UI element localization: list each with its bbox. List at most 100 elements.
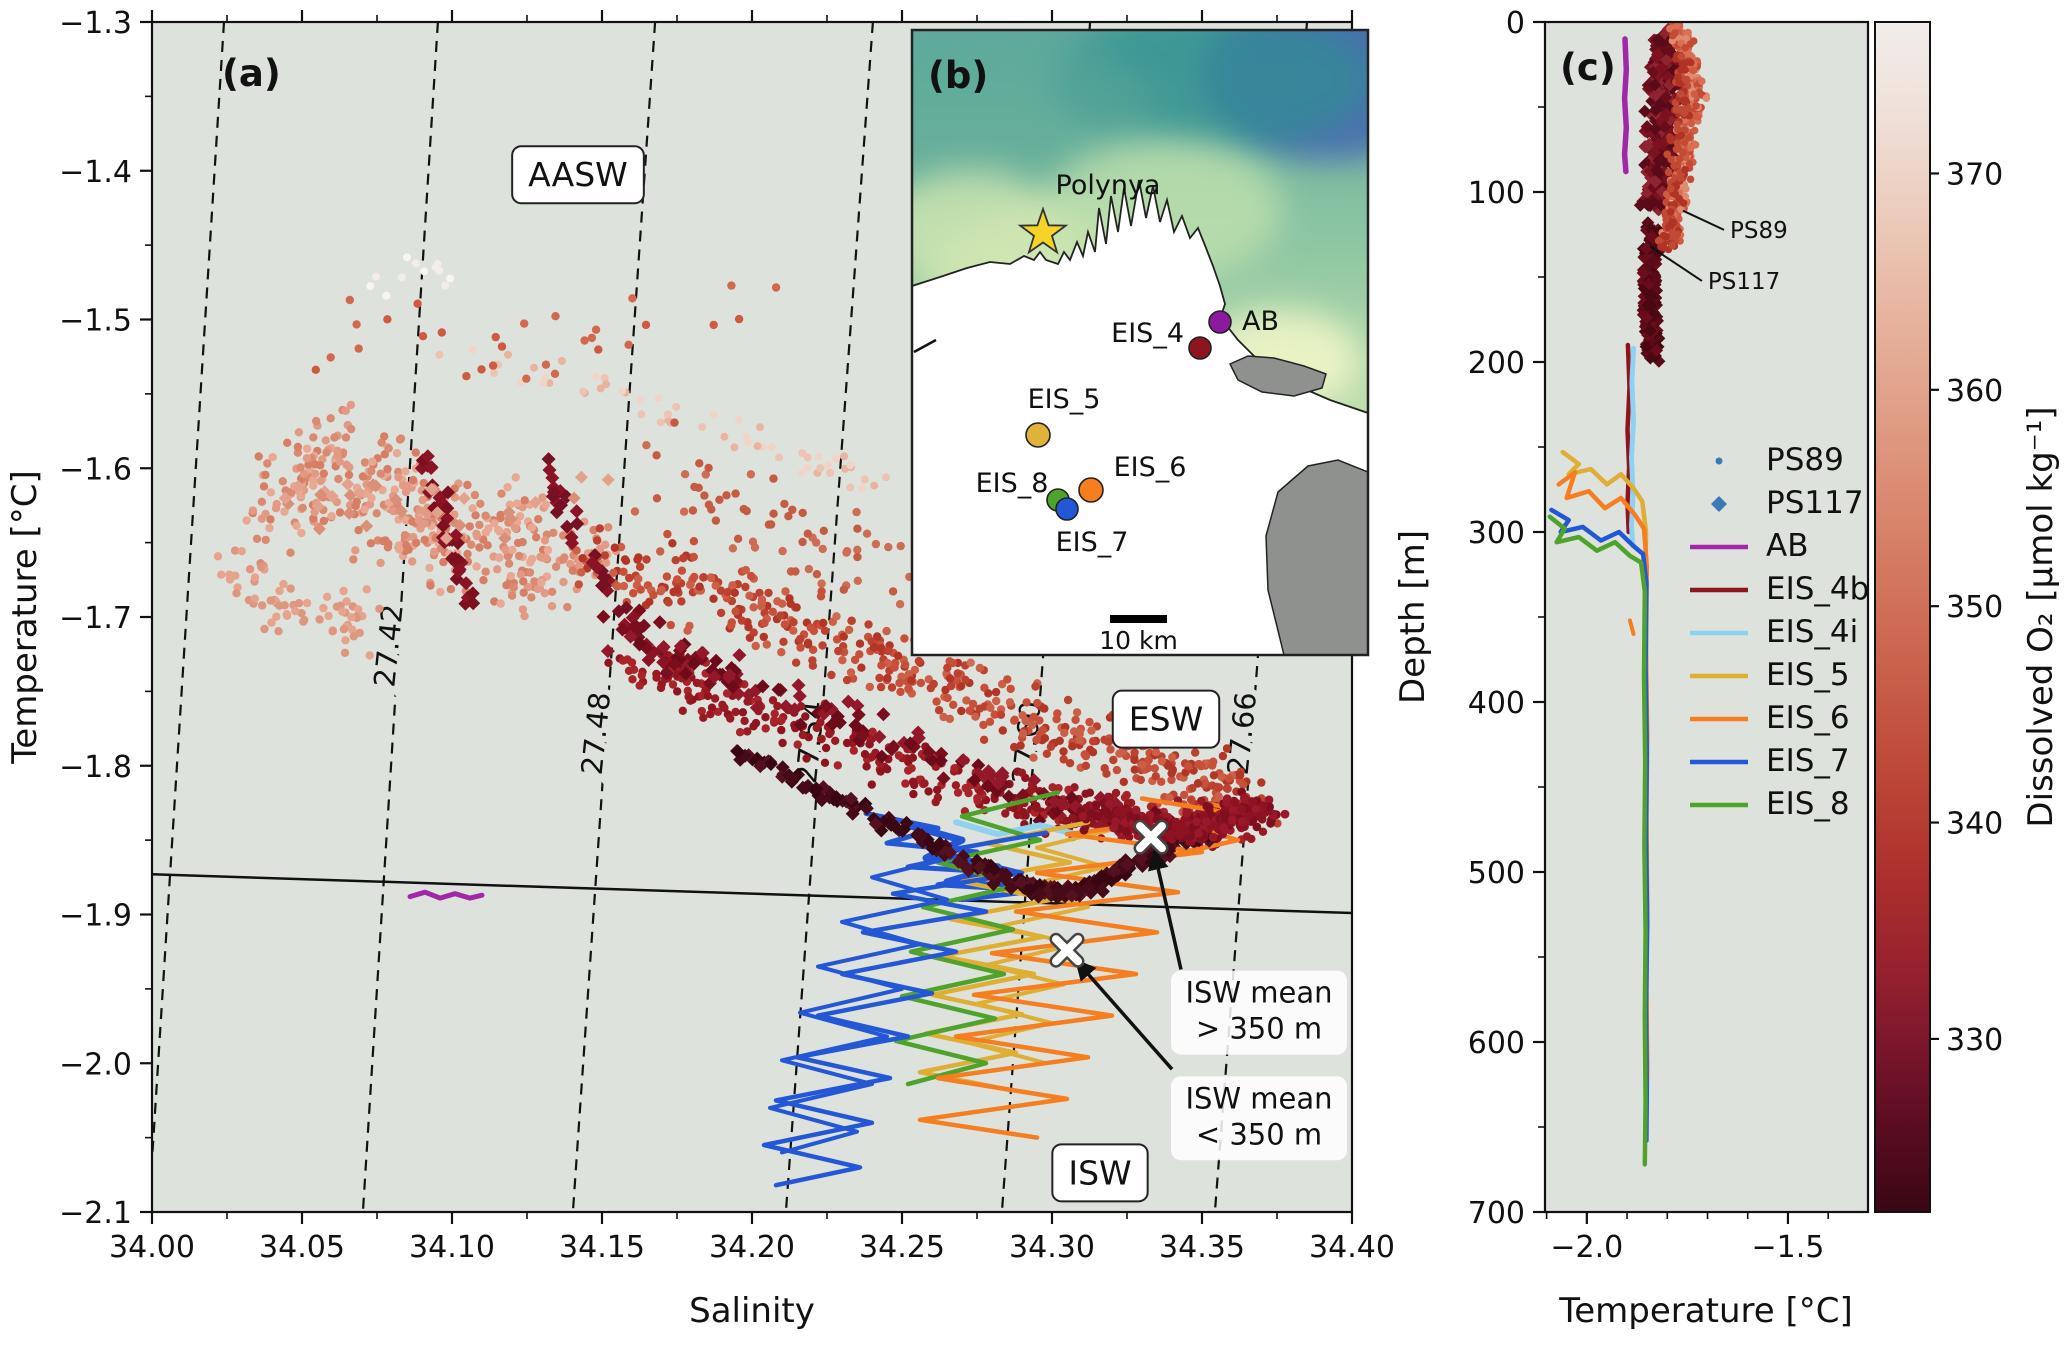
- data-point-dot: [1222, 744, 1232, 753]
- map-station-label-eis_5: EIS_5: [1028, 384, 1101, 415]
- data-point-dot: [346, 424, 356, 434]
- map-scalebar-label: 10 km: [1099, 626, 1178, 655]
- data-point-dot: [656, 418, 665, 427]
- data-point-dot: [435, 350, 444, 359]
- data-point-diamond: [1659, 107, 1673, 121]
- data-point-dot: [1167, 769, 1176, 778]
- data-point-dot: [755, 588, 764, 598]
- data-point-dot: [367, 467, 376, 476]
- data-point-diamond: [431, 506, 444, 520]
- data-point-dot: [831, 736, 840, 745]
- data-point-dot: [802, 754, 811, 763]
- colorbar-border: [1874, 21, 1931, 1213]
- data-point-dot: [401, 487, 411, 497]
- data-point-dot: [418, 332, 428, 341]
- data-point-dot: [791, 658, 801, 667]
- data-point-dot: [867, 780, 876, 789]
- data-point-dot: [855, 639, 865, 648]
- data-point-dot: [694, 483, 703, 492]
- data-point-dot: [1031, 682, 1040, 691]
- data-point-diamond: [795, 780, 810, 795]
- data-point-dot: [1201, 817, 1211, 826]
- data-point-dot: [559, 577, 568, 587]
- data-point-dot: [1689, 66, 1698, 75]
- data-point-dot: [1686, 175, 1695, 184]
- data-point-dot: [716, 586, 726, 595]
- data-point-dot: [823, 460, 832, 469]
- data-point-dot: [481, 511, 490, 520]
- data-point-dot: [501, 545, 510, 554]
- data-point-dot: [975, 663, 985, 673]
- data-point-dot: [1208, 832, 1218, 842]
- data-point-dot: [541, 500, 550, 509]
- data-point-dot: [408, 475, 418, 485]
- data-point-diamond: [394, 504, 408, 518]
- data-point-dot: [943, 693, 952, 703]
- y-tick-label: −2.0: [59, 1047, 132, 1082]
- scatter-ps117-pale: [278, 470, 615, 545]
- data-point-dot: [1088, 748, 1098, 757]
- data-point-dot: [366, 539, 376, 548]
- data-point-dot: [1690, 90, 1699, 98]
- data-point-dot: [953, 788, 963, 797]
- data-point-dot: [342, 460, 351, 469]
- annotation-box: [1171, 1076, 1347, 1161]
- data-point-dot: [1028, 720, 1037, 730]
- data-point-dot: [1079, 825, 1089, 835]
- y-tick-label: −1.6: [59, 452, 132, 487]
- data-point-dot: [1209, 771, 1219, 780]
- data-point-dot: [302, 598, 312, 608]
- annotation-line: ISW mean: [1185, 976, 1332, 1010]
- data-point-dot: [351, 546, 360, 555]
- data-point-diamond: [1050, 884, 1065, 899]
- data-point-dot: [821, 743, 831, 753]
- data-point-diamond: [868, 816, 883, 831]
- data-point-dot: [672, 402, 681, 411]
- y-tick-label: −1.7: [59, 601, 132, 636]
- data-point-diamond: [343, 488, 357, 502]
- data-point-dot: [547, 587, 557, 596]
- data-point-dot: [818, 544, 827, 554]
- data-point-dot: [735, 728, 745, 737]
- data-point-dot: [610, 543, 619, 552]
- data-point-dot: [979, 720, 988, 730]
- data-point-dot: [777, 716, 786, 725]
- data-point-dot: [390, 485, 399, 494]
- data-point-dot: [1692, 102, 1700, 110]
- data-point-dot: [1081, 789, 1090, 798]
- data-point-dot: [496, 599, 505, 608]
- data-point-dot: [1059, 747, 1068, 756]
- data-point-diamond: [903, 736, 918, 751]
- data-point-dot: [319, 516, 329, 526]
- data-point-diamond: [1638, 124, 1652, 138]
- data-point-dot: [1081, 761, 1091, 770]
- data-point-dot: [413, 299, 422, 308]
- data-point-diamond: [872, 729, 887, 744]
- data-point-dot: [435, 266, 444, 275]
- data-point-diamond: [981, 764, 996, 779]
- data-point-dot: [673, 585, 682, 594]
- data-point-dot: [1093, 812, 1102, 821]
- data-point-dot: [1702, 94, 1711, 102]
- data-point-dot: [1151, 772, 1161, 781]
- data-point-dot: [803, 463, 812, 472]
- data-point-diamond: [1651, 47, 1665, 61]
- data-point-diamond: [1651, 33, 1665, 47]
- data-point-diamond: [439, 531, 453, 545]
- data-point-diamond: [342, 506, 356, 520]
- data-point-dot: [1063, 695, 1073, 705]
- data-point-dot: [319, 469, 328, 478]
- data-point-dot: [636, 395, 645, 404]
- data-point-dot: [1104, 810, 1113, 820]
- data-point-diamond: [574, 470, 588, 484]
- data-point-dot: [1240, 794, 1250, 804]
- data-point-dot: [883, 646, 893, 656]
- data-point-dot: [340, 648, 350, 657]
- data-point-dot: [1682, 34, 1691, 43]
- data-point-dot: [1219, 823, 1229, 832]
- data-point-dot: [1068, 742, 1077, 751]
- data-point-dot: [512, 499, 522, 508]
- data-point-dot: [662, 572, 672, 581]
- data-point-dot: [914, 656, 924, 666]
- panel-a-xlabel: Salinity: [689, 1291, 815, 1331]
